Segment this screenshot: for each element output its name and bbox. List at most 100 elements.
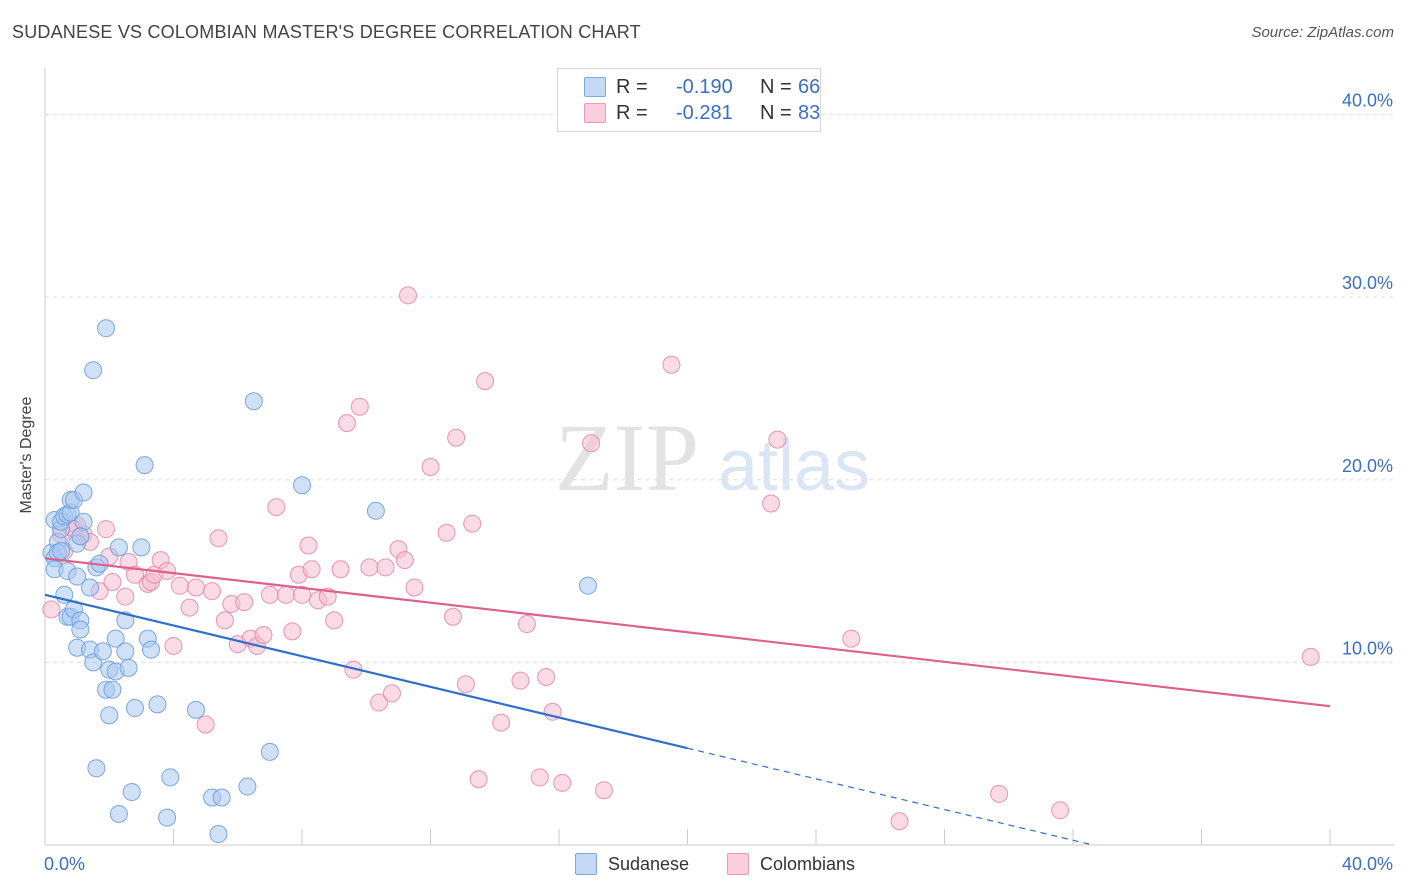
sudanese-point <box>84 361 103 380</box>
colombian-point <box>662 355 681 374</box>
colombian-point <box>382 684 401 703</box>
colombian-point <box>553 773 572 792</box>
watermark: ZIP atlas <box>555 404 870 511</box>
colombian-point <box>283 622 302 641</box>
n-value: 66 <box>798 75 821 98</box>
sudanese-point <box>87 759 106 778</box>
colombian-point <box>180 598 199 617</box>
colombian-point <box>395 551 414 570</box>
sudanese-point <box>71 620 90 639</box>
sudanese-point <box>212 788 231 807</box>
sudanese-trend-extension <box>687 747 1094 846</box>
colombian-point <box>260 585 279 604</box>
colombian-point <box>890 812 909 831</box>
sudanese-point <box>71 527 90 546</box>
sudanese-point <box>109 538 128 557</box>
series-sudanese <box>42 319 597 844</box>
sudanese-point <box>116 642 135 661</box>
colombian-point <box>463 514 482 533</box>
colombian-point <box>331 560 350 579</box>
colombian-point <box>762 494 781 513</box>
sudanese-point <box>142 640 161 659</box>
r-label: R = <box>616 101 648 124</box>
colombian-point <box>215 611 234 630</box>
sudanese-point <box>161 768 180 787</box>
colombian-point <box>299 536 318 555</box>
colombian-point <box>530 768 549 787</box>
sudanese-point <box>366 501 385 520</box>
legend-colombians-label: Colombians <box>760 853 856 874</box>
sudanese-point <box>244 392 263 411</box>
colombian-point <box>594 781 613 800</box>
colombian-point <box>125 565 144 584</box>
legend-colombians[interactable]: Colombians <box>727 852 855 876</box>
sudanese-point <box>68 567 87 586</box>
colombian-point <box>1301 647 1320 666</box>
colombian-point <box>511 671 530 690</box>
colombian-point <box>209 529 228 548</box>
sudanese-point <box>74 512 93 531</box>
y-axis-label: Master's Degree <box>18 396 35 514</box>
watermark-zip: ZIP <box>555 404 699 511</box>
sudanese-point <box>100 706 119 725</box>
y-tick-label: 10.0% <box>1342 638 1393 658</box>
colombian-point <box>456 675 475 694</box>
sudanese-point <box>97 319 116 338</box>
legend-colombians-swatch <box>727 853 749 875</box>
x-tick-label: 40.0% <box>1342 854 1393 874</box>
colombian-point <box>399 286 418 305</box>
sudanese-point <box>578 576 597 595</box>
series-colombians <box>42 286 1320 831</box>
colombian-point <box>254 625 273 644</box>
sudanese-point <box>238 777 257 796</box>
sudanese-point <box>125 699 144 718</box>
watermark-atlas: atlas <box>718 426 870 506</box>
sudanese-point <box>52 541 71 560</box>
r-value: -0.281 <box>676 101 733 124</box>
sudanese-point <box>122 783 141 802</box>
r-value: -0.190 <box>676 75 733 98</box>
y-tick-label: 40.0% <box>1342 91 1393 111</box>
sudanese-point <box>132 538 151 557</box>
r-label: R = <box>616 75 648 98</box>
n-label: N = <box>760 101 792 124</box>
sudanese-point <box>158 808 177 827</box>
colombian-point <box>447 428 466 447</box>
colombian-point <box>582 434 601 453</box>
sudanese-point <box>135 456 154 475</box>
colombian-point <box>350 397 369 416</box>
colombian-point <box>492 713 511 732</box>
colombian-point <box>276 585 295 604</box>
sudanese-point <box>209 825 228 844</box>
stats-box: R = -0.190 N = 66 R = -0.281 N = 83 <box>557 68 821 132</box>
colombian-point <box>293 585 311 604</box>
sudanese-point <box>148 695 167 714</box>
colombian-point <box>842 629 861 648</box>
sudanese-point <box>293 476 311 495</box>
colombian-point <box>267 498 286 517</box>
colombian-point <box>405 578 424 597</box>
colombian-point <box>97 520 116 539</box>
sudanese-point <box>119 658 138 677</box>
legend-sudanese[interactable]: Sudanese <box>575 852 689 876</box>
colombian-point <box>376 558 395 577</box>
colombian-point <box>103 573 122 592</box>
colombian-point <box>325 611 344 630</box>
colombian-point <box>196 715 215 734</box>
trend-lines <box>44 557 1331 846</box>
colombian-point <box>170 576 189 595</box>
colombian-trend-line <box>44 557 1331 708</box>
colombian-point <box>469 770 488 789</box>
sudanese-point <box>260 742 279 761</box>
colombian-point <box>302 560 321 579</box>
legend-sudanese-label: Sudanese <box>608 853 690 874</box>
colombian-point <box>1051 801 1070 820</box>
colombian-point <box>517 615 536 634</box>
colombian-point <box>990 784 1009 803</box>
x-tick-label: 0.0% <box>44 854 85 874</box>
colombian-point <box>437 523 456 542</box>
n-value: 83 <box>798 101 821 124</box>
colombian-point <box>235 593 254 612</box>
colombian-point <box>42 600 61 619</box>
legend-sudanese-swatch <box>575 853 597 875</box>
